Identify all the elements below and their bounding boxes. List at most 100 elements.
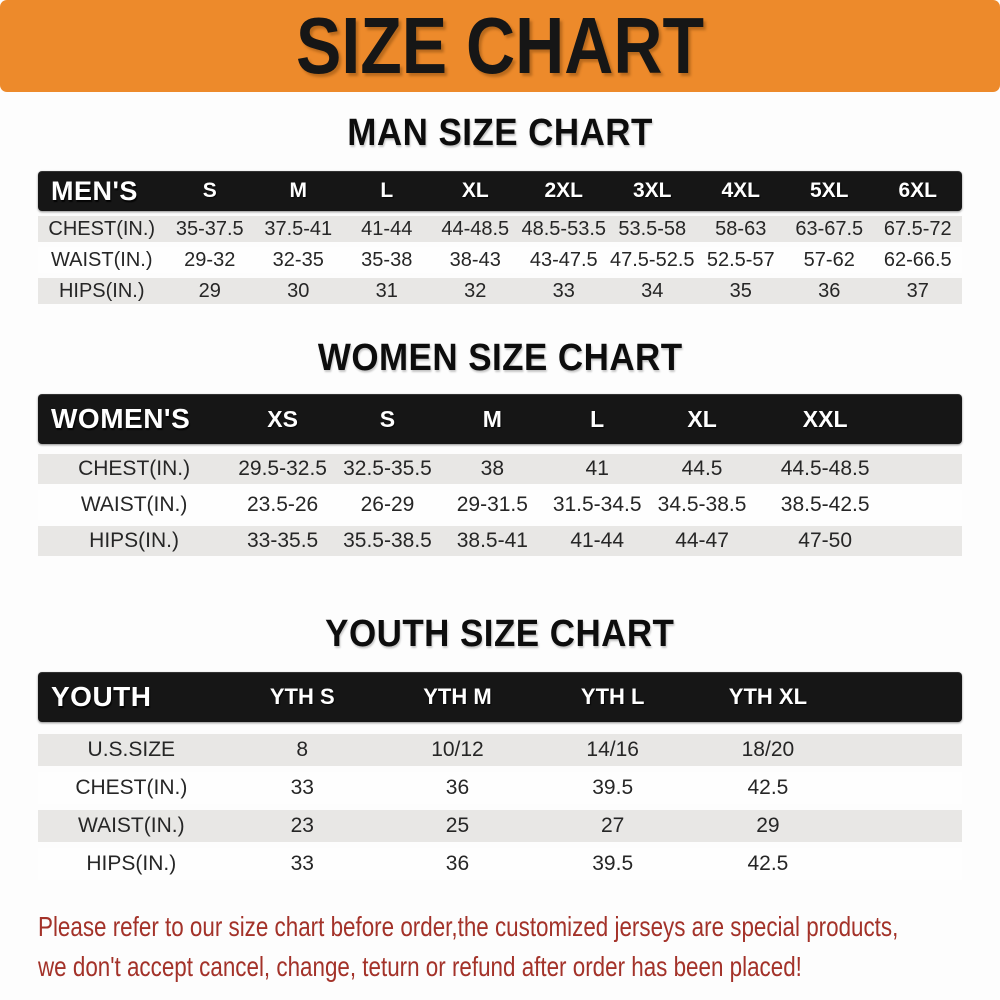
women-value-cell: 29-31.5 [456,493,528,516]
youth-row-label: CHEST(IN.) [75,776,188,799]
mens-value-cell: 35-37.5 [175,217,244,240]
mens-value-cell: 57-62 [803,248,855,271]
mens-column-header: 4XL [721,179,760,202]
women-value-cell: 44-47 [675,529,729,552]
youth-row-label: HIPS(IN.) [86,852,177,875]
youth-value-cell: 18/20 [741,738,795,761]
youth-value-cell: 29 [756,814,780,837]
mens-column-header: M [289,179,308,202]
women-value-cell: 38.5-41 [456,529,528,552]
women-value-cell: 32.5-35.5 [343,457,432,480]
order-disclaimer: Please refer to our size chart before or… [38,907,1000,987]
women-value-cell: 44.5 [681,457,723,480]
mens-column-header: XL [461,179,489,202]
mens-value-cell: 62-66.5 [883,248,952,271]
women-value-cell: 29.5-32.5 [238,457,327,480]
women-column-header: XS [267,405,298,432]
mens-table-row: HIPS(IN.) 29 30 31 32 33 34 35 36 37 [38,278,962,304]
disclaimer-line-1: Please refer to our size chart before or… [38,911,899,942]
womens-section-heading-text: WOMEN SIZE CHART [317,337,683,379]
mens-column-header: 2XL [544,179,583,202]
women-value-cell: 31.5-34.5 [552,493,642,516]
youth-column-header: YTH XL [728,684,808,709]
mens-column-header: S [202,179,217,202]
mens-value-cell: 32-35 [272,248,324,271]
youth-value-cell: 42.5 [747,776,789,799]
mens-value-cell: 47.5-52.5 [609,248,695,271]
youth-value-cell: 33 [290,852,314,875]
mens-value-cell: 32 [464,279,487,302]
youth-value-cell: 10/12 [431,738,484,761]
women-value-cell: 41-44 [570,529,625,552]
youth-table-row: WAIST(IN.) 23 25 27 29 [38,810,962,842]
women-column-header: XL [687,405,717,432]
mens-section-heading: MAN SIZE CHART [0,112,1000,154]
mens-corner-label: MEN'S [51,175,138,206]
youth-value-cell: 36 [445,852,470,875]
women-value-cell: 34.5-38.5 [657,493,747,516]
disclaimer-line-2: we don't accept cancel, change, teturn o… [38,951,802,982]
mens-section-heading-text: MAN SIZE CHART [347,112,653,154]
mens-value-cell: 52.5-57 [706,248,775,271]
mens-value-cell: 44-48.5 [441,217,510,240]
youth-column-header: YTH S [269,684,335,709]
mens-value-cell: 67.5-72 [883,217,952,240]
mens-value-cell: 34 [641,279,664,302]
mens-value-cell: 35 [729,279,752,302]
mens-column-header: 3XL [632,179,672,202]
mens-value-cell: 37.5-41 [264,217,333,240]
mens-value-cell: 33 [552,279,575,302]
youth-value-cell: 39.5 [592,776,634,799]
youth-size-table: YOUTH YTH S YTH M YTH L YTH XL U.S.SIZE 8 10/12… [38,672,962,880]
women-row-label: HIPS(IN.) [89,529,180,552]
mens-value-cell: 29 [198,279,221,302]
mens-value-cell: 35-38 [361,248,413,271]
banner-title: SIZE CHART [296,1,704,90]
women-corner-label: WOMEN'S [51,403,191,434]
mens-value-cell: 63-67.5 [795,217,864,240]
youth-value-cell: 25 [445,814,470,837]
mens-value-cell: 41-44 [361,217,413,240]
womens-size-section: WOMEN SIZE CHART WOMEN'S XS S M L XL XXL CHEST(… [0,337,1000,556]
women-value-cell: 23.5-26 [247,493,319,516]
youth-value-cell: 36 [445,776,470,799]
youth-row-label: U.S.SIZE [87,738,176,761]
youth-value-cell: 27 [601,814,625,837]
youth-table-row: CHEST(IN.) 33 36 39.5 42.5 [38,772,962,804]
womens-section-heading: WOMEN SIZE CHART [0,337,1000,379]
mens-value-cell: 43-47.5 [529,248,598,271]
women-table-row: WAIST(IN.) 23.5-26 26-29 29-31.5 31.5-34.5 34… [38,490,962,520]
mens-value-cell: 53.5-58 [618,217,687,240]
mens-value-cell: 29-32 [184,248,236,271]
mens-table-row: WAIST(IN.) 29-32 32-35 35-38 38-43 43-47.5 47.… [38,247,962,273]
women-value-cell: 38.5-42.5 [780,493,870,516]
mens-value-cell: 48.5-53.5 [521,217,606,240]
youth-value-cell: 8 [296,738,309,761]
mens-column-header: 6XL [898,179,937,202]
women-column-header: S [379,405,396,432]
mens-value-cell: 38-43 [449,248,501,271]
youth-value-cell: 14/16 [586,738,639,761]
women-row-label: CHEST(IN.) [78,457,191,480]
youth-table-row: U.S.SIZE 8 10/12 14/16 18/20 [38,734,962,766]
mens-table-header-row: MEN'S S M L XL 2XL 3XL 4XL 5XL 6XL [38,171,962,211]
women-column-header: L [590,405,605,432]
women-value-cell: 41 [585,457,609,480]
youth-section-heading: YOUTH SIZE CHART [0,613,1000,655]
youth-corner-label: YOUTH [51,681,152,712]
mens-value-cell: 58-63 [715,217,767,240]
women-value-cell: 38 [480,457,505,480]
mens-row-label: HIPS(IN.) [58,279,145,302]
youth-table-row: HIPS(IN.) 33 36 39.5 42.5 [38,848,962,880]
women-column-header: XXL [802,405,848,432]
mens-value-cell: 36 [818,279,841,302]
youth-column-header: YTH L [580,684,645,709]
mens-value-cell: 30 [287,279,310,302]
women-row-label: WAIST(IN.) [80,493,188,516]
mens-column-header: L [380,179,394,202]
women-table-header-row: WOMEN'S XS S M L XL XXL [38,394,962,444]
women-column-header: M [482,405,502,432]
womens-size-table: WOMEN'S XS S M L XL XXL CHEST(IN.) 29.5-32.5 32.5… [38,394,962,556]
mens-column-header: 5XL [809,179,849,202]
mens-row-label: CHEST(IN.) [48,217,156,240]
